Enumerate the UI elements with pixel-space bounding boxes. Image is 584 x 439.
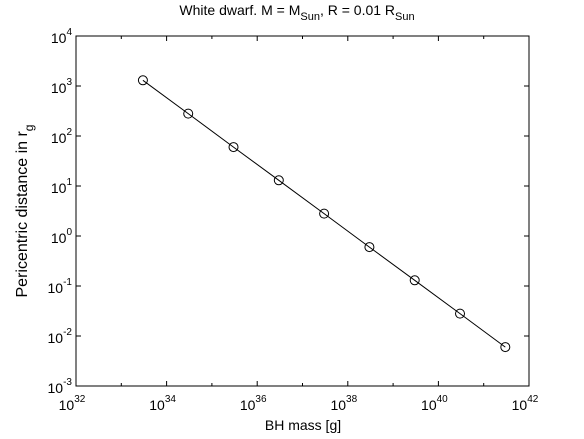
y-tick-base: 10 (51, 130, 67, 146)
y-tick-base: 10 (48, 330, 64, 346)
x-tick-base: 10 (240, 397, 256, 413)
x-tick-base: 10 (512, 397, 528, 413)
y-tick-label: 103 (51, 77, 73, 96)
x-tick-label: 1034 (149, 394, 176, 413)
x-tick-label: 1032 (59, 394, 86, 413)
series-line (142, 79, 506, 348)
y-tick-label: 10-2 (48, 327, 73, 346)
x-tick-base: 10 (421, 397, 437, 413)
chart-title-sub1: Sun (300, 11, 320, 23)
x-tick-label: 1038 (330, 394, 357, 413)
x-tick-exp: 34 (165, 394, 177, 405)
data-point (455, 308, 466, 319)
x-tick-exp: 32 (74, 394, 86, 405)
chart-title: White dwarf. M = MSun, R = 0.01 RSun (179, 2, 414, 23)
y-tick-label: 101 (51, 177, 73, 196)
axis-ticks (75, 35, 530, 387)
y-tick-label: 10-3 (48, 377, 73, 396)
y-tick-exp: 1 (66, 177, 72, 188)
y-tick-exp: 3 (66, 77, 72, 88)
y-tick-exp: -1 (63, 277, 72, 288)
y-tick-label: 10-1 (48, 277, 73, 296)
data-point (273, 175, 284, 186)
x-tick-exp: 40 (437, 394, 449, 405)
y-tick-exp: 0 (66, 227, 72, 238)
x-tick-label: 1040 (421, 394, 448, 413)
x-tick-label: 1036 (240, 394, 267, 413)
chart-title-mid: , R = 0.01 R (320, 2, 395, 18)
y-tick-exp: 2 (66, 127, 72, 138)
y-tick-base: 10 (48, 280, 64, 296)
y-tick-label: 104 (51, 27, 73, 46)
x-tick-exp: 42 (527, 394, 539, 405)
y-axis-label-sub: g (22, 125, 36, 132)
y-tick-label: 102 (51, 127, 73, 146)
y-axis-label: Pericentric distance in rg (14, 125, 36, 298)
data-point (319, 208, 330, 219)
y-tick-exp: -2 (63, 327, 72, 338)
x-tick-labels: 1032 1034 1036 1038 1040 1042 (59, 394, 539, 413)
data-series (137, 75, 511, 353)
data-point (183, 108, 194, 119)
x-tick-base: 10 (330, 397, 346, 413)
chart-title-sub2: Sun (395, 11, 415, 23)
x-tick-exp: 38 (346, 394, 358, 405)
x-tick-label: 1042 (512, 394, 539, 413)
y-tick-base: 10 (51, 30, 67, 46)
y-tick-exp: 4 (66, 27, 72, 38)
y-tick-label: 100 (51, 227, 73, 246)
y-tick-base: 10 (51, 230, 67, 246)
y-tick-base: 10 (48, 380, 64, 396)
y-tick-base: 10 (51, 180, 67, 196)
data-point (364, 242, 375, 253)
x-axis-label: BH mass [g] (265, 417, 341, 433)
data-point (409, 275, 420, 286)
x-tick-base: 10 (149, 397, 165, 413)
data-point (228, 142, 239, 153)
data-point (500, 342, 511, 353)
y-tick-base: 10 (51, 80, 67, 96)
data-point (137, 75, 148, 86)
y-tick-exp: -3 (63, 377, 72, 388)
x-tick-base: 10 (59, 397, 75, 413)
x-tick-exp: 36 (255, 394, 267, 405)
